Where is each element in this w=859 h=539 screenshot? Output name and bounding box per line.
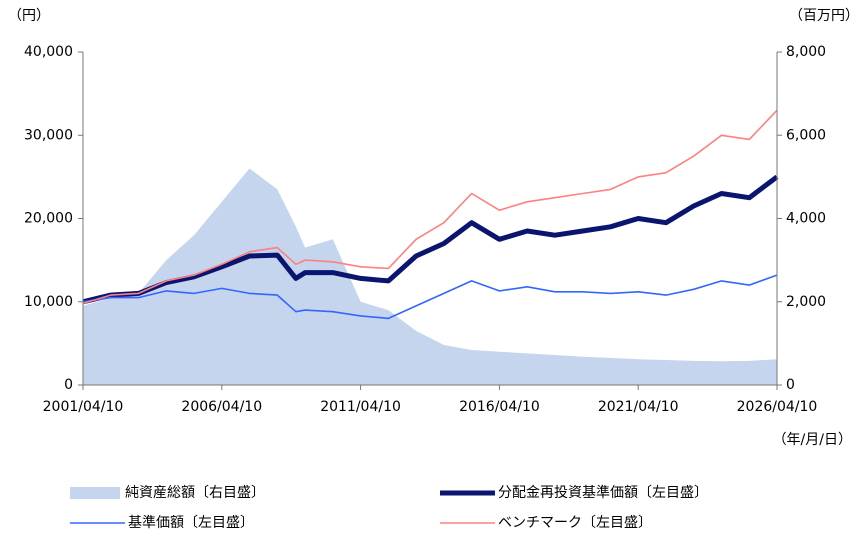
x-unit: （年/月/日）: [773, 432, 852, 448]
y2-tick-label: 2,000: [786, 294, 826, 310]
area: [83, 168, 777, 385]
y2-tick-label: 8,000: [786, 44, 826, 60]
y-tick-label: 10,000: [24, 294, 73, 310]
y-tick-label: 30,000: [24, 127, 73, 143]
legend-label: 純資産総額〔右目盛〕: [125, 485, 265, 501]
legend-swatch: [70, 487, 120, 499]
line: [82, 274, 778, 320]
legend-label: ベンチマーク〔左目盛〕: [498, 515, 652, 531]
line: [82, 109, 778, 305]
y2-tick-label: 6,000: [786, 127, 826, 143]
legend-label: 分配金再投資基準価額〔左目盛〕: [498, 484, 708, 501]
x-tick-label: 2016/04/10: [459, 399, 540, 415]
y-tick-label: 40,000: [24, 44, 73, 60]
y-tick-label: 0: [64, 377, 73, 393]
y-tick-label: 20,000: [24, 211, 73, 227]
y2-unit: （百万円）: [789, 8, 859, 24]
x-tick-label: 2026/04/10: [737, 399, 818, 415]
line: [82, 174, 779, 305]
legend-label: 基準価額〔左目盛〕: [128, 514, 254, 531]
y2-tick-label: 4,000: [786, 211, 826, 227]
x-tick-label: 2011/04/10: [320, 399, 401, 415]
x-tick-label: 2001/04/10: [43, 399, 124, 415]
x-tick-label: 2006/04/10: [181, 399, 262, 415]
y2-tick-label: 0: [786, 377, 795, 393]
x-tick-label: 2021/04/10: [598, 399, 679, 415]
y-unit: （円）: [8, 8, 50, 24]
